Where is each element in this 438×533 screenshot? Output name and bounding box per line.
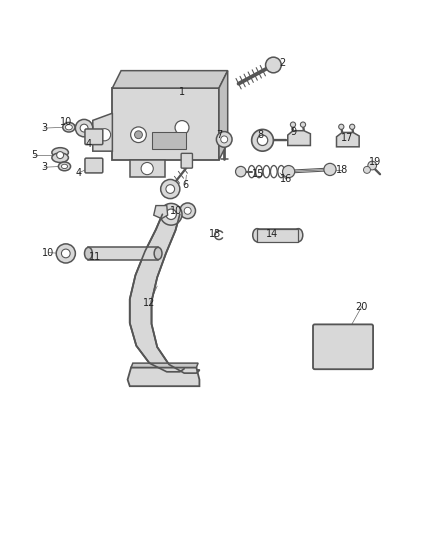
Text: 4: 4 <box>85 139 92 149</box>
Ellipse shape <box>63 123 75 132</box>
Text: 13: 13 <box>208 229 221 239</box>
Polygon shape <box>127 367 199 386</box>
Circle shape <box>339 124 344 130</box>
Circle shape <box>184 207 191 214</box>
Ellipse shape <box>61 164 67 168</box>
Text: 18: 18 <box>336 165 348 175</box>
Ellipse shape <box>154 247 162 260</box>
Circle shape <box>166 209 177 220</box>
Polygon shape <box>130 160 165 177</box>
Text: 2: 2 <box>279 58 285 68</box>
Ellipse shape <box>253 229 261 241</box>
Text: 4: 4 <box>76 168 82 178</box>
Polygon shape <box>288 131 311 146</box>
Circle shape <box>252 130 273 151</box>
Text: 7: 7 <box>216 130 222 140</box>
Text: 9: 9 <box>291 127 297 138</box>
Circle shape <box>131 127 146 142</box>
Circle shape <box>368 161 377 170</box>
Circle shape <box>57 151 64 158</box>
Bar <box>88 247 158 260</box>
Circle shape <box>300 122 306 127</box>
Ellipse shape <box>52 148 68 157</box>
Circle shape <box>221 136 228 143</box>
Circle shape <box>160 204 182 225</box>
Circle shape <box>141 163 153 175</box>
Polygon shape <box>113 88 219 160</box>
Circle shape <box>80 124 88 132</box>
Circle shape <box>324 163 336 175</box>
FancyBboxPatch shape <box>181 154 192 168</box>
Text: 10: 10 <box>170 206 183 216</box>
FancyBboxPatch shape <box>313 325 373 369</box>
Circle shape <box>216 132 232 147</box>
Text: 20: 20 <box>356 302 368 312</box>
Text: 14: 14 <box>266 229 278 239</box>
Text: 3: 3 <box>41 162 47 172</box>
Circle shape <box>134 131 142 139</box>
Circle shape <box>161 180 180 199</box>
Polygon shape <box>130 214 199 373</box>
Text: 17: 17 <box>341 133 353 143</box>
Polygon shape <box>154 206 168 219</box>
Ellipse shape <box>65 125 72 130</box>
Polygon shape <box>336 133 359 147</box>
FancyBboxPatch shape <box>85 158 103 173</box>
Text: 12: 12 <box>143 298 155 309</box>
Circle shape <box>175 120 189 134</box>
Bar <box>152 132 186 149</box>
FancyBboxPatch shape <box>85 129 103 144</box>
Text: 11: 11 <box>89 252 101 262</box>
Circle shape <box>283 166 295 177</box>
Bar <box>257 229 298 241</box>
Text: 15: 15 <box>252 169 265 179</box>
Polygon shape <box>113 71 228 88</box>
Text: 6: 6 <box>182 180 188 190</box>
Text: 10: 10 <box>42 247 54 257</box>
Text: 16: 16 <box>280 174 293 184</box>
Circle shape <box>350 124 355 130</box>
Circle shape <box>257 135 268 146</box>
Circle shape <box>180 203 195 219</box>
Polygon shape <box>219 71 228 160</box>
Text: 10: 10 <box>60 117 72 127</box>
Polygon shape <box>93 113 113 151</box>
Text: 1: 1 <box>179 87 185 98</box>
Ellipse shape <box>294 229 303 241</box>
Circle shape <box>61 249 70 258</box>
Circle shape <box>364 166 371 173</box>
Polygon shape <box>131 363 198 367</box>
Circle shape <box>75 119 93 137</box>
Ellipse shape <box>52 153 68 163</box>
Ellipse shape <box>85 247 92 260</box>
Circle shape <box>290 122 296 127</box>
Text: 3: 3 <box>41 123 47 133</box>
Text: 19: 19 <box>369 157 381 167</box>
Ellipse shape <box>58 162 71 171</box>
Circle shape <box>166 184 175 193</box>
Text: 5: 5 <box>31 150 37 160</box>
Circle shape <box>265 57 281 73</box>
Circle shape <box>236 166 246 177</box>
Text: 8: 8 <box>257 130 263 140</box>
Circle shape <box>56 244 75 263</box>
Circle shape <box>99 128 111 141</box>
